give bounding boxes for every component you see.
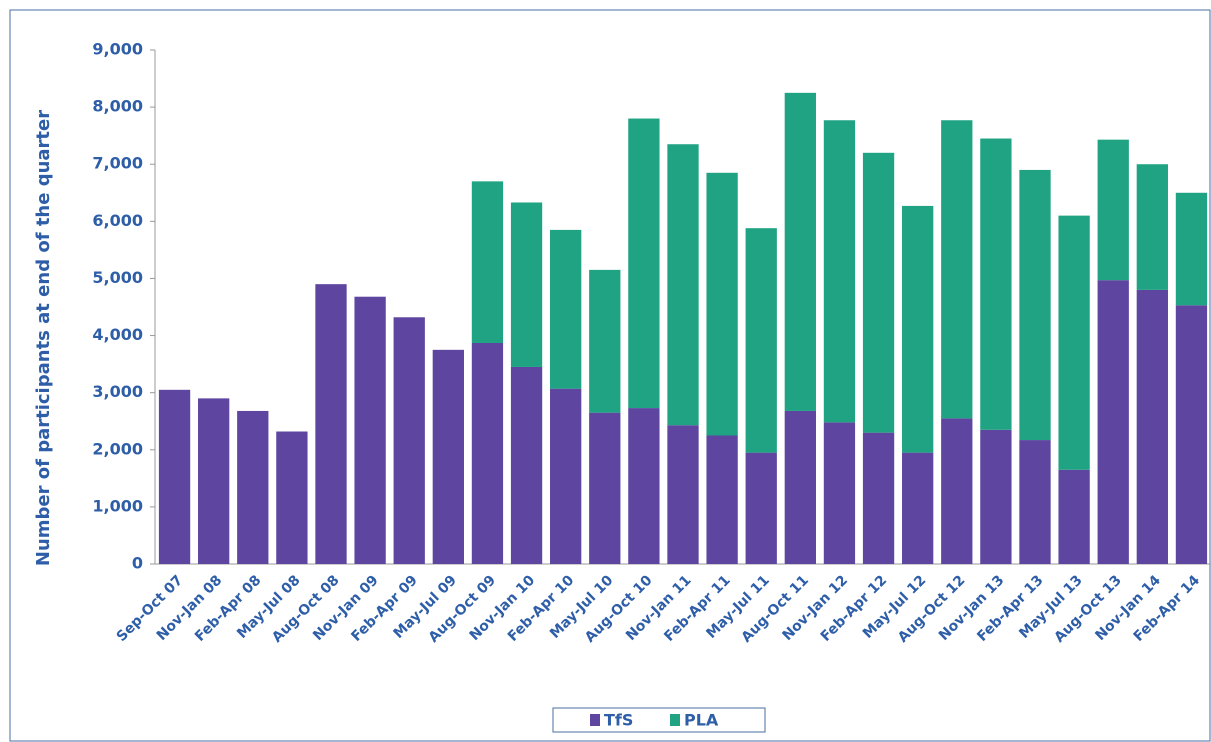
y-tick-label: 5,000 (92, 268, 143, 287)
bar-segment (550, 388, 582, 564)
bar-segment (823, 422, 856, 564)
bar-segment (941, 120, 973, 419)
y-tick-label: 3,000 (92, 382, 143, 401)
bar-segment (980, 429, 1012, 564)
bar-segment (1175, 305, 1208, 564)
bar-segment (471, 342, 504, 564)
bar-segment (198, 398, 230, 564)
bar-segment (471, 181, 504, 343)
bar-segment (510, 366, 543, 564)
bar-segment (1019, 440, 1051, 564)
bar-segment (823, 120, 856, 423)
bar-segment (941, 418, 973, 564)
legend-box (552, 707, 766, 733)
bar-segment (315, 284, 347, 564)
bar-segment (1097, 280, 1129, 564)
y-tick-label: 7,000 (92, 154, 143, 173)
bar-segment (589, 269, 621, 413)
legend-label: PLA (684, 711, 719, 730)
bar-segment (237, 410, 269, 564)
bar-segment (628, 408, 660, 564)
x-tick-label: Sep-Oct 07 (114, 572, 187, 645)
bar-segment (745, 452, 777, 564)
bar-segment (432, 349, 464, 564)
y-tick-label: 2,000 (92, 439, 143, 458)
bar-segment (667, 425, 699, 564)
bar-segment (784, 410, 816, 564)
bar-segment (354, 296, 386, 564)
legend-swatch (590, 714, 600, 726)
y-tick-label: 4,000 (92, 325, 143, 344)
bar-segment (706, 435, 738, 564)
bar-segment (1058, 469, 1090, 564)
bar-segment (1136, 164, 1168, 290)
y-tick-label: 6,000 (92, 211, 143, 230)
bar-segment (862, 152, 895, 433)
y-tick-label: 8,000 (92, 97, 143, 116)
bar-segment (550, 229, 582, 389)
bar-segment (862, 432, 895, 564)
bar-segment (1097, 139, 1129, 281)
bar-segment (1019, 169, 1051, 441)
bar-segment (667, 144, 699, 426)
legend-swatch (670, 714, 680, 726)
y-tick-label: 9,000 (92, 40, 143, 59)
y-tick-label: 0 (132, 554, 143, 573)
bar-segment (1175, 192, 1208, 306)
bar-segment (393, 317, 425, 564)
bar-segment (902, 452, 934, 564)
legend-label: TfS (604, 711, 633, 730)
bar-segment (1058, 215, 1090, 470)
bar-segment (706, 172, 738, 436)
bar-segment (158, 389, 191, 564)
bar-segment (902, 205, 934, 453)
bar-segment (276, 431, 308, 564)
bar-segment (784, 92, 816, 411)
y-tick-label: 1,000 (92, 496, 143, 515)
y-axis-label: Number of participants at end of the qua… (33, 110, 54, 566)
chart-frame (9, 9, 1211, 742)
bar-segment (510, 202, 543, 367)
bar-segment (628, 118, 660, 409)
bar-segment (980, 138, 1012, 430)
bar-segment (745, 228, 777, 453)
bar-segment (1136, 289, 1168, 564)
bar-segment (589, 412, 621, 564)
